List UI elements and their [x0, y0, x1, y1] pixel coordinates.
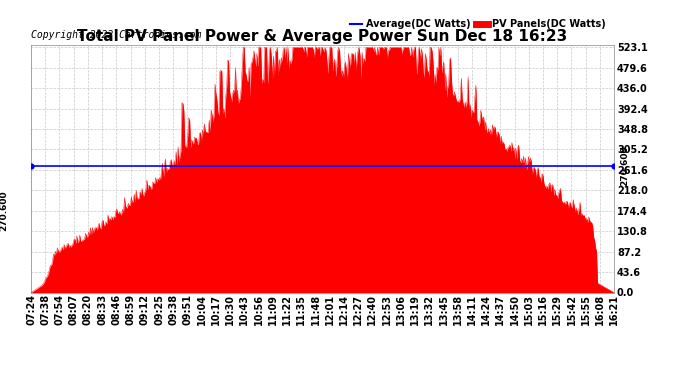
Title: Total PV Panel Power & Average Power Sun Dec 18 16:23: Total PV Panel Power & Average Power Sun…: [77, 29, 568, 44]
Text: 270.600: 270.600: [0, 190, 8, 231]
Legend: Average(DC Watts), PV Panels(DC Watts): Average(DC Watts), PV Panels(DC Watts): [346, 15, 609, 33]
Text: 270.600: 270.600: [620, 146, 629, 186]
Text: Copyright 2022 Cartronics.com: Copyright 2022 Cartronics.com: [31, 30, 201, 40]
